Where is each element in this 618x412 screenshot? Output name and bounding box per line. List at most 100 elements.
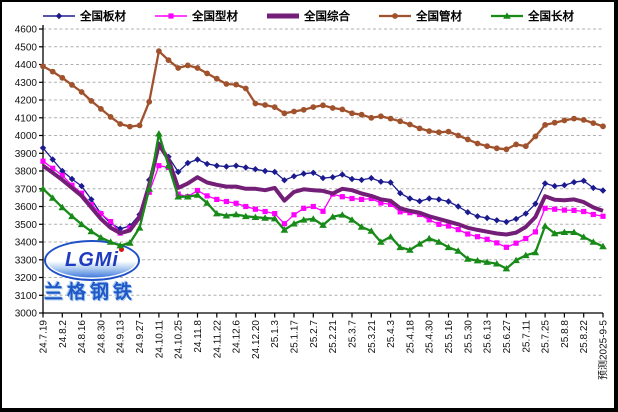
y-tick-label: 4300 bbox=[15, 78, 38, 89]
x-tick-label: 25.8.22 bbox=[579, 320, 590, 354]
triangle-marker-icon bbox=[164, 162, 173, 169]
diamond-marker-icon bbox=[493, 217, 500, 224]
triangle-marker-icon bbox=[319, 221, 327, 228]
triangle-marker-icon bbox=[184, 193, 192, 200]
circle-marker-icon bbox=[358, 111, 365, 118]
diamond-marker-icon bbox=[474, 213, 481, 220]
square-marker-icon bbox=[590, 211, 596, 218]
lgmi-logo-text: LGMi bbox=[65, 248, 119, 271]
diamond-marker-icon bbox=[300, 170, 307, 177]
y-tick-label: 3300 bbox=[15, 255, 38, 266]
circle-marker-icon bbox=[329, 105, 336, 111]
diamond-marker-icon bbox=[483, 214, 491, 222]
circle-marker-icon bbox=[493, 145, 500, 152]
square-marker-icon bbox=[79, 190, 85, 196]
x-tick-label: 25.6.27 bbox=[502, 320, 513, 354]
square-marker-icon bbox=[397, 209, 403, 215]
diamond-marker-icon bbox=[329, 174, 336, 181]
diamond-marker-icon bbox=[455, 203, 462, 210]
triangle-marker-icon bbox=[396, 243, 404, 251]
x-tick-label: 25.2.21 bbox=[328, 320, 339, 354]
x-tick-label: 24.9.27 bbox=[135, 320, 146, 354]
y-tick-label: 4500 bbox=[15, 42, 38, 53]
diamond-marker-icon bbox=[136, 211, 143, 218]
lgmi-logo-oval: LGMi bbox=[44, 240, 140, 281]
diamond-marker-icon bbox=[203, 160, 211, 168]
lgmi-logo-chinese-text: 兰格钢铁 bbox=[44, 282, 137, 303]
square-marker-icon bbox=[359, 196, 365, 202]
square-marker-icon bbox=[474, 234, 481, 240]
triangle-marker-icon bbox=[415, 240, 424, 247]
triangle-marker-icon bbox=[599, 242, 607, 250]
square-marker-icon bbox=[194, 187, 201, 194]
series-line bbox=[42, 50, 604, 151]
x-tick-label: 24.9.13 bbox=[116, 320, 127, 354]
triangle-marker-icon bbox=[502, 265, 511, 272]
circle-marker-icon bbox=[146, 98, 153, 105]
square-marker-icon bbox=[513, 240, 519, 246]
x-tick-label: 25.5.16 bbox=[444, 320, 455, 354]
diamond-marker-icon bbox=[175, 168, 182, 176]
circle-marker-icon bbox=[165, 57, 172, 63]
triangle-marker-icon bbox=[425, 234, 433, 242]
circle-marker-icon bbox=[513, 141, 519, 148]
square-marker-icon bbox=[320, 208, 326, 214]
square-marker-icon bbox=[484, 236, 490, 242]
x-tick-label: 25.1.3 bbox=[270, 320, 281, 348]
circle-marker-icon bbox=[551, 119, 558, 126]
legend-item: 全国综合 bbox=[266, 8, 350, 24]
circle-marker-icon bbox=[88, 98, 95, 104]
triangle-marker-icon bbox=[232, 210, 240, 218]
diamond-marker-icon bbox=[126, 222, 134, 230]
square-marker-icon bbox=[204, 193, 210, 199]
triangle-marker-icon bbox=[386, 233, 395, 240]
circle-marker-icon bbox=[590, 120, 597, 126]
square-marker-icon bbox=[339, 194, 345, 200]
diamond-marker-icon bbox=[78, 182, 85, 190]
circle-marker-icon bbox=[416, 125, 423, 132]
square-marker-icon bbox=[436, 221, 442, 227]
diamond-marker-icon bbox=[213, 162, 220, 169]
circle-marker-icon bbox=[156, 48, 162, 55]
circle-marker-icon bbox=[59, 74, 66, 81]
circle-marker-icon bbox=[392, 13, 398, 19]
triangle-marker-icon bbox=[280, 226, 289, 233]
y-tick-label: 3000 bbox=[15, 309, 38, 320]
square-marker-icon bbox=[494, 240, 500, 246]
circle-marker-icon bbox=[223, 81, 230, 87]
legend-marker-icon bbox=[491, 12, 523, 19]
y-tick-label: 3100 bbox=[15, 291, 38, 302]
triangle-marker-icon bbox=[560, 228, 569, 235]
lgmi-logo-red-dot-icon bbox=[119, 247, 124, 252]
triangle-marker-icon bbox=[39, 185, 47, 192]
x-tick-label: 25.4.3 bbox=[386, 320, 397, 348]
legend-marker-icon bbox=[43, 12, 75, 20]
square-marker-icon bbox=[542, 205, 548, 211]
circle-marker-icon bbox=[262, 102, 268, 108]
square-marker-icon bbox=[465, 231, 471, 237]
x-tick-label: 25.4.30 bbox=[425, 320, 436, 354]
triangle-marker-icon bbox=[435, 238, 443, 245]
x-tick-label: 24.8.30 bbox=[96, 320, 107, 354]
x-tick-label: 24.11.8 bbox=[193, 320, 204, 353]
x-tick-label: 25.4.18 bbox=[405, 320, 416, 354]
circle-marker-icon bbox=[136, 122, 143, 129]
x-tick-label: 24.7.19 bbox=[39, 320, 50, 354]
x-tick-label: 24.10.25 bbox=[174, 320, 185, 359]
diamond-marker-icon bbox=[435, 196, 443, 203]
diamond-marker-icon bbox=[339, 171, 346, 178]
x-tick-label: 25.3.7 bbox=[348, 320, 359, 348]
diamond-marker-icon bbox=[590, 184, 597, 192]
square-marker-icon bbox=[417, 211, 423, 218]
diamond-marker-icon bbox=[532, 200, 539, 207]
legend-marker-icon bbox=[267, 13, 299, 19]
square-marker-icon bbox=[50, 165, 56, 171]
square-marker-icon bbox=[165, 164, 172, 171]
legend-item: 全国长材 bbox=[490, 8, 574, 24]
triangle-marker-icon bbox=[406, 246, 414, 253]
circle-marker-icon bbox=[387, 115, 394, 122]
triangle-marker-icon bbox=[493, 260, 501, 267]
diamond-marker-icon bbox=[155, 141, 163, 148]
diamond-marker-icon bbox=[232, 162, 240, 169]
circle-marker-icon bbox=[600, 123, 606, 130]
